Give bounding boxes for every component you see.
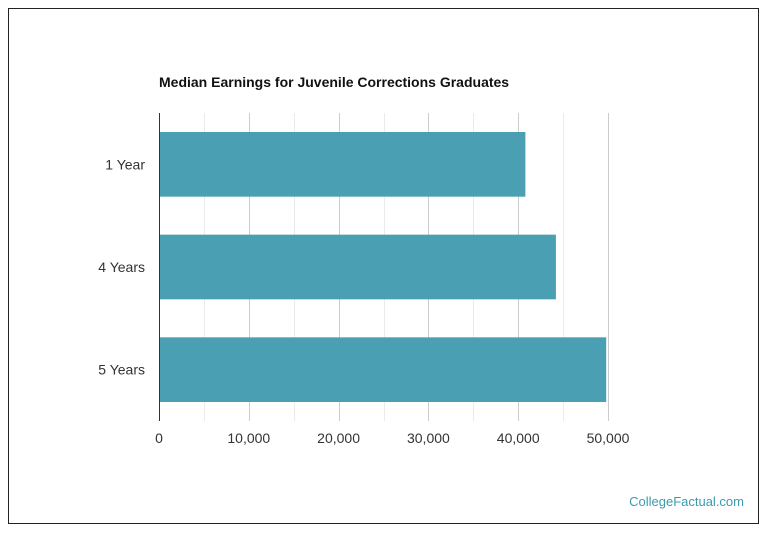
x-tick-label: 50,000 bbox=[587, 430, 630, 446]
bars bbox=[159, 131, 607, 403]
x-tick-label: 20,000 bbox=[317, 430, 360, 446]
x-tick-label: 30,000 bbox=[407, 430, 450, 446]
x-tick-label: 0 bbox=[155, 430, 163, 446]
x-tick-label: 10,000 bbox=[227, 430, 270, 446]
category-labels: 1 Year 4 Years 5 Years bbox=[98, 156, 145, 377]
x-tick-label: 40,000 bbox=[497, 430, 540, 446]
watermark-link[interactable]: CollegeFactual.com bbox=[629, 494, 744, 509]
chart-title: Median Earnings for Juvenile Corrections… bbox=[159, 74, 509, 90]
bar-4-years bbox=[159, 234, 556, 300]
x-tick-labels: 0 10,000 20,000 30,000 40,000 50,000 bbox=[155, 430, 630, 446]
chart-frame: Median Earnings for Juvenile Corrections… bbox=[8, 8, 759, 524]
chart: Median Earnings for Juvenile Corrections… bbox=[98, 74, 630, 446]
bar-5-years bbox=[159, 337, 607, 403]
category-label: 1 Year bbox=[105, 156, 145, 172]
category-label: 5 Years bbox=[98, 362, 145, 378]
category-label: 4 Years bbox=[98, 259, 145, 275]
bar-1-year bbox=[159, 131, 526, 197]
